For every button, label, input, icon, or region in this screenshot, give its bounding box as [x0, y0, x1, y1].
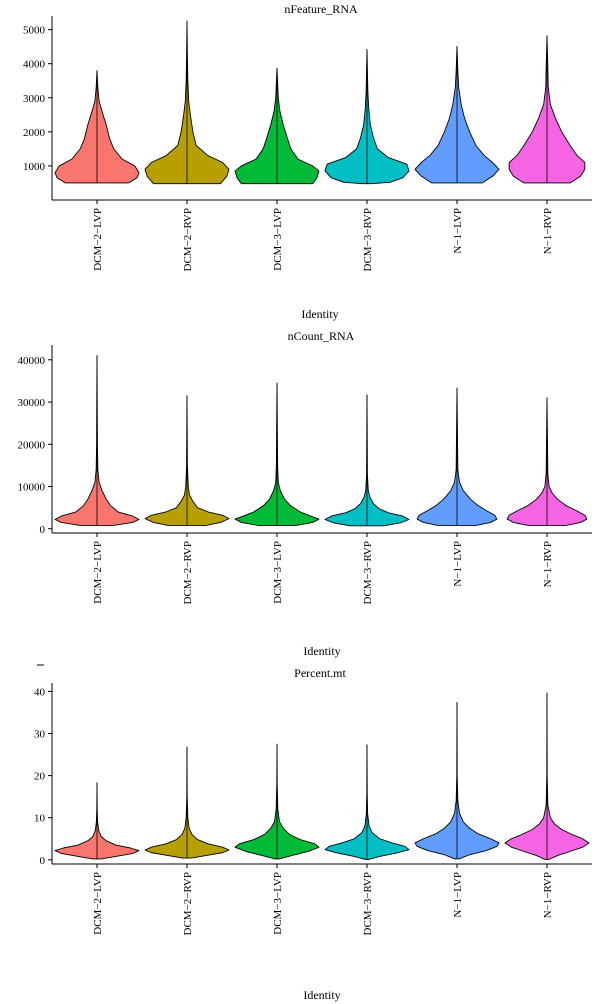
x-tick-label: DCM−3−LVP: [272, 208, 284, 271]
violins: [54, 692, 590, 860]
violins: [54, 20, 586, 185]
y-tick-label: 30: [34, 729, 46, 741]
x-tick-label: N−1−RVP: [542, 541, 554, 587]
y-axis-ticks: 1000 2000 3000 4000 5000: [23, 25, 52, 173]
x-tick-label: DCM−2−LVP: [92, 541, 104, 604]
x-tick-label: DCM−2−LVP: [92, 208, 104, 271]
y-tick-label: 0: [40, 524, 46, 536]
x-tick-label: DCM−3−RVP: [362, 541, 374, 605]
x-tick-label: N−1−LVP: [452, 208, 464, 254]
y-tick-label: 20000: [18, 439, 46, 451]
panel-nfeature-rna: nFeature_RNA 1000 2000 3000 4000 5000 DCM−2−…: [23, 2, 592, 321]
x-axis-title: Identity: [303, 644, 340, 658]
x-tick-label: N−1−LVP: [452, 541, 464, 587]
y-tick-label: 1000: [23, 161, 46, 173]
violins: [54, 355, 588, 527]
x-tick-label: DCM−2−RVP: [182, 872, 194, 936]
y-tick-label: 30000: [18, 397, 46, 409]
x-axis-ticks: DCM−2−LVP DCM−2−RVP DCM−3−LVP DCM−3−RVP N−1−…: [92, 864, 554, 936]
x-tick-label: DCM−2−LVP: [92, 872, 104, 935]
panel-title: nFeature_RNA: [284, 2, 358, 16]
x-tick-label: DCM−3−LVP: [272, 541, 284, 604]
x-tick-label: DCM−3−RVP: [362, 208, 374, 272]
x-tick-label: DCM−2−RVP: [182, 208, 194, 272]
x-axis-title: Identity: [303, 988, 340, 1002]
x-tick-label: DCM−3−LVP: [272, 872, 284, 935]
x-tick-label: DCM−2−RVP: [182, 541, 194, 605]
x-axis-ticks: DCM−2−LVP DCM−2−RVP DCM−3−LVP DCM−3−RVP N−1−…: [92, 533, 554, 605]
x-tick-label: DCM−3−RVP: [362, 872, 374, 936]
y-tick-label: 0: [40, 855, 46, 867]
x-tick-label: N−1−LVP: [452, 872, 464, 918]
x-tick-label: N−1−RVP: [542, 872, 554, 918]
y-tick-label: 40: [34, 686, 46, 698]
y-tick-label: 5000: [23, 25, 46, 37]
y-axis-ticks: 0 10 20 30 40: [34, 686, 52, 867]
panel-title: nCount_RNA: [288, 329, 355, 343]
x-axis-title: Identity: [301, 307, 338, 321]
x-axis-ticks: DCM−2−LVP DCM−2−RVP DCM−3−LVP DCM−3−RVP N−1−…: [92, 200, 554, 272]
panel-ncount-rna: nCount_RNA 0 10000 20000 30000 40000 DCM−2−L…: [18, 329, 592, 658]
y-tick-label: 2000: [23, 127, 46, 139]
y-tick-label: 3000: [23, 93, 46, 105]
y-tick-label: 40000: [18, 355, 46, 367]
y-tick-label: 20: [34, 771, 46, 783]
panel-title: Percent.mt: [294, 666, 346, 680]
y-tick-label: 10: [34, 813, 46, 825]
x-tick-label: N−1−RVP: [542, 208, 554, 254]
y-tick-label: 4000: [23, 59, 46, 71]
y-axis-ticks: 0 10000 20000 30000 40000: [18, 355, 52, 536]
y-tick-label: 10000: [18, 482, 46, 494]
